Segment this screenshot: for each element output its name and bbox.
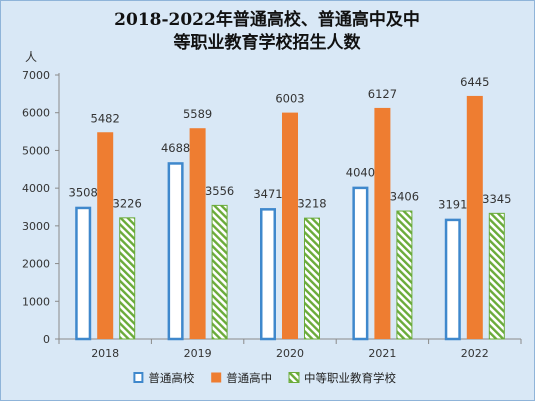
y-tick-label: 7000 bbox=[22, 69, 50, 82]
legend-label: 普通高校 bbox=[148, 371, 194, 385]
chart-title-line-2: 等职业教育学校招生人数 bbox=[174, 32, 362, 53]
bar bbox=[119, 217, 136, 340]
legend-label: 普通高中 bbox=[226, 371, 272, 385]
data-label: 3218 bbox=[297, 197, 326, 211]
x-tick-label: 2018 bbox=[91, 347, 119, 360]
bar bbox=[444, 218, 461, 341]
bar bbox=[374, 107, 391, 340]
bar bbox=[97, 132, 114, 339]
data-label: 6127 bbox=[368, 87, 397, 101]
data-label: 4688 bbox=[161, 141, 190, 155]
y-tick-label: 1000 bbox=[22, 295, 50, 308]
data-label: 6003 bbox=[275, 92, 304, 106]
data-label: 3471 bbox=[253, 187, 282, 201]
bar bbox=[396, 210, 413, 340]
x-tick-label: 2021 bbox=[368, 347, 396, 360]
bar bbox=[189, 128, 206, 339]
chart-title-line-1: 2018-2022年普通高校、普通高中及中 bbox=[114, 9, 420, 30]
legend-label: 中等职业教育学校 bbox=[304, 371, 396, 385]
bar bbox=[282, 112, 298, 340]
x-tick-label: 2020 bbox=[276, 347, 304, 360]
bar bbox=[488, 212, 505, 340]
data-label: 3406 bbox=[390, 190, 419, 204]
y-tick-label: 3000 bbox=[22, 220, 50, 233]
legend-swatch bbox=[133, 372, 144, 383]
bar bbox=[75, 206, 92, 341]
data-label: 6445 bbox=[460, 75, 489, 89]
data-label: 3191 bbox=[438, 198, 467, 212]
bar bbox=[211, 204, 228, 340]
bar bbox=[304, 217, 320, 340]
y-tick-label: 4000 bbox=[22, 182, 50, 195]
data-label: 5482 bbox=[91, 111, 120, 125]
data-label: 4040 bbox=[346, 166, 375, 180]
data-label: 3345 bbox=[482, 192, 511, 206]
data-label: 3508 bbox=[69, 186, 98, 200]
bar bbox=[352, 186, 369, 341]
data-label: 5589 bbox=[183, 107, 212, 121]
y-tick-label: 5000 bbox=[22, 144, 50, 157]
legend-swatch bbox=[288, 372, 300, 383]
y-tick-label: 2000 bbox=[22, 258, 50, 271]
y-axis-unit-label: 人 bbox=[25, 50, 37, 64]
bar bbox=[167, 162, 184, 341]
x-tick-label: 2019 bbox=[184, 347, 212, 360]
bar bbox=[260, 208, 276, 341]
data-label: 3226 bbox=[113, 196, 142, 210]
data-label: 3556 bbox=[205, 184, 234, 198]
bar bbox=[466, 95, 483, 339]
y-tick-label: 6000 bbox=[22, 107, 50, 120]
legend-swatch bbox=[211, 372, 222, 383]
x-tick-label: 2022 bbox=[461, 347, 489, 360]
y-tick-label: 0 bbox=[43, 333, 50, 346]
